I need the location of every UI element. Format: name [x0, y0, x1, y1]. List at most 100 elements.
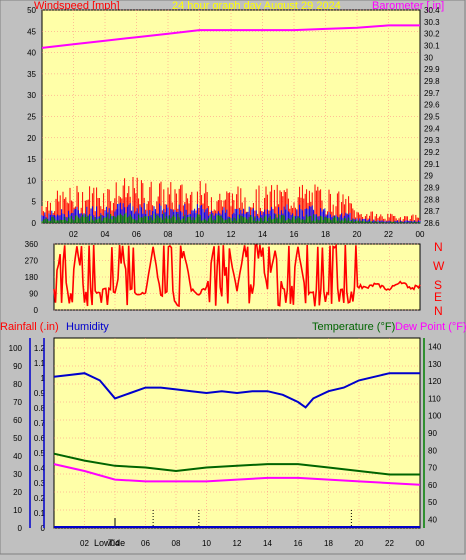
- wind-y-tick-label: 40: [27, 49, 36, 58]
- wind-y-tick-label: 20: [27, 134, 36, 143]
- wind-bars: [41, 177, 421, 223]
- barometer-line: [41, 24, 420, 49]
- temperature-tick-label: 130: [428, 360, 442, 369]
- direction-tick-label: 360: [25, 240, 39, 249]
- temperature-tick-label: 80: [428, 446, 437, 455]
- wind-x-tick-label: 22: [384, 230, 393, 239]
- wind-x-tick-label: 04: [101, 230, 110, 239]
- barometer-tick-label: 28.9: [424, 184, 440, 193]
- wind-x-tick-label: 14: [258, 230, 267, 239]
- humidity-tick-label: 0: [18, 524, 23, 533]
- compass-n-bottom: N: [434, 304, 443, 318]
- temperature-tick-label: 100: [428, 412, 442, 421]
- climate-x-tick-label: 04: [111, 539, 120, 548]
- humidity-line: [53, 372, 420, 409]
- humidity-tick-label: 50: [13, 434, 22, 443]
- wind-y-tick-label: 10: [27, 176, 36, 185]
- climate-x-tick-label: 22: [385, 539, 394, 548]
- temperature-tick-label: 120: [428, 377, 442, 386]
- wind-x-tick-label: 02: [69, 230, 78, 239]
- temperature-tick-label: 90: [428, 429, 437, 438]
- humidity-label: Humidity: [66, 321, 109, 333]
- rainfall-tick-label: 0.7: [34, 419, 46, 428]
- tide-markers: [114, 510, 352, 528]
- wind-x-ticks: 02 04 06 08 10 12 14 16 18 20 22 00: [69, 230, 425, 239]
- temperature-tick-label: 60: [428, 481, 437, 490]
- direction-tick-label: 90: [29, 290, 38, 299]
- climate-x-ticks: 02 04 06 08 10 12 14 16 18 20 22 00: [80, 539, 425, 548]
- climate-x-tick-label: 10: [202, 539, 211, 548]
- barometer-label: Barometer [.in]: [372, 0, 444, 12]
- wind-y-tick-label: 15: [27, 155, 36, 164]
- barometer-tick-label: 29: [424, 172, 433, 181]
- humidity-tick-label: 70: [13, 398, 22, 407]
- climate-x-tick-label: 02: [80, 539, 89, 548]
- barometer-tick-label: 29.4: [424, 124, 440, 133]
- temperature-axis-ticks: 40 50 60 70 80 90 100 110 120 130 140: [423, 338, 442, 528]
- rainfall-tick-label: 0.8: [34, 404, 46, 413]
- climate-x-tick-label: 00: [416, 539, 425, 548]
- direction-tick-label: 0: [34, 306, 39, 315]
- humidity-tick-label: 20: [13, 488, 22, 497]
- barometer-tick-label: 30.3: [424, 18, 440, 27]
- wind-x-tick-label: 00: [416, 230, 425, 239]
- rainfall-axis-ticks: 0 0.1 0.2 0.3 0.4 0.5 0.6 0.7 0.8 0.9 1 1.1 1.2: [34, 338, 46, 533]
- barometer-tick-label: 30.1: [424, 42, 440, 51]
- rainfall-tick-label: 0.1: [34, 509, 46, 518]
- barometer-tick-label: 29.2: [424, 148, 440, 157]
- barometer-tick-label: 30.2: [424, 30, 440, 39]
- wind-x-tick-label: 16: [290, 230, 299, 239]
- barometer-tick-label: 28.7: [424, 207, 440, 216]
- barometer-tick-label: 29.5: [424, 113, 440, 122]
- tide-label: Tide: [108, 538, 125, 548]
- wind-y-tick-label: 0: [32, 219, 37, 228]
- wind-x-tick-label: 06: [132, 230, 141, 239]
- rainfall-tick-label: 0.6: [34, 434, 46, 443]
- rainfall-tick-label: 0.3: [34, 479, 46, 488]
- temperature-label: Temperature (°F): [312, 321, 395, 333]
- wind-y-tick-label: 30: [27, 91, 36, 100]
- wind-y-tick-label: 45: [27, 27, 36, 36]
- climate-x-tick-label: 12: [233, 539, 242, 548]
- barometer-tick-label: 29.9: [424, 65, 440, 74]
- humidity-tick-label: 40: [13, 452, 22, 461]
- barometer-tick-label: 30.4: [424, 6, 440, 15]
- wind-x-tick-label: 20: [353, 230, 362, 239]
- humidity-tick-label: 60: [13, 416, 22, 425]
- barometer-axis-ticks: 28.6 28.7 28.8 28.9 29 29.1 29.2 29.3 29.4 29.5 29…: [424, 6, 440, 228]
- chart-title: 24 hour graph day August 29 2024: [172, 0, 341, 12]
- wind-left-label: Windspeed [mph]: [34, 0, 120, 12]
- rainfall-tick-label: 1.1: [34, 359, 46, 368]
- temperature-line: [53, 452, 420, 476]
- dewpoint-line: [53, 463, 421, 486]
- humidity-tick-label: 100: [9, 344, 23, 353]
- wind-x-tick-label: 08: [164, 230, 173, 239]
- barometer-tick-label: 29.1: [424, 160, 440, 169]
- direction-tick-label: 180: [25, 273, 39, 282]
- rainfall-tick-label: 0: [41, 524, 46, 533]
- compass-n-top: N: [434, 240, 443, 254]
- climate-x-tick-label: 20: [355, 539, 364, 548]
- rainfall-tick-label: 1.2: [34, 344, 46, 353]
- barometer-tick-label: 28.8: [424, 195, 440, 204]
- barometer-tick-label: 30: [424, 53, 433, 62]
- compass-w: W: [433, 259, 445, 273]
- humidity-tick-label: 80: [13, 380, 22, 389]
- temperature-tick-label: 40: [428, 515, 437, 524]
- compass-e: E: [434, 290, 442, 304]
- barometer-tick-label: 29.7: [424, 89, 440, 98]
- humidity-axis-ticks: 0 10 20 30 40 50 60 70 80 90 100: [9, 338, 31, 533]
- low-tide-label: Low: [94, 538, 111, 548]
- barometer-tick-label: 29.8: [424, 77, 440, 86]
- rainfall-tick-label: 0.9: [34, 389, 46, 398]
- rainfall-tick-label: 0.2: [34, 494, 46, 503]
- dewpoint-label: Dew Point (°F): [395, 321, 466, 333]
- humidity-tick-label: 30: [13, 470, 22, 479]
- climate-x-tick-label: 18: [324, 539, 333, 548]
- direction-tick-label: 270: [25, 257, 39, 266]
- wind-y-tick-label: 35: [27, 70, 36, 79]
- compass-s: S: [434, 278, 442, 292]
- rainfall-label: Rainfall (.in): [0, 321, 59, 333]
- humidity-tick-label: 90: [13, 362, 22, 371]
